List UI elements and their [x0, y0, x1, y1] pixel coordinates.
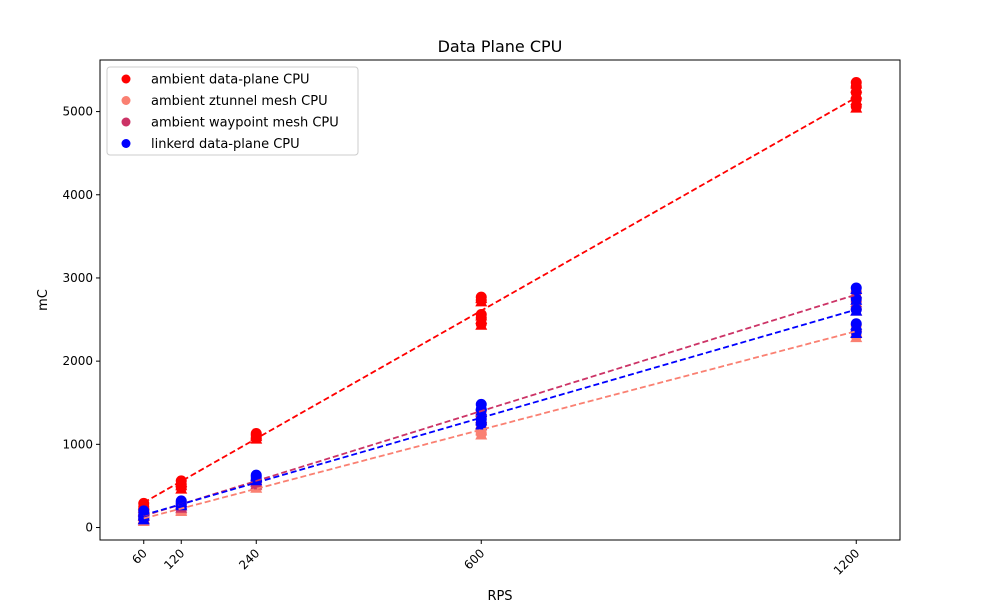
data-point-marker — [850, 87, 863, 99]
legend-label: ambient data-plane CPU — [151, 73, 310, 88]
trend-line — [143, 293, 857, 517]
data-point-marker — [250, 470, 263, 482]
y-axis-label: mC — [36, 289, 51, 311]
series-3 — [137, 282, 863, 525]
data-point-marker — [850, 101, 863, 113]
data-point-marker — [850, 282, 863, 294]
data-point-marker — [250, 428, 263, 440]
legend-marker — [121, 117, 131, 127]
legend-label: linkerd data-plane CPU — [151, 137, 300, 152]
legend-marker — [121, 96, 131, 105]
legend-marker — [121, 139, 131, 148]
data-point-marker — [475, 318, 488, 330]
y-tick-label: 2000 — [62, 354, 93, 368]
data-point-marker — [850, 318, 863, 330]
x-tick-label: 60 — [129, 546, 150, 567]
data-point-marker — [475, 292, 488, 304]
data-point-marker — [475, 399, 488, 411]
x-tick-label: 240 — [236, 546, 262, 572]
y-tick-label: 5000 — [62, 105, 93, 119]
x-tick-label: 120 — [161, 546, 187, 572]
trend-line — [143, 330, 857, 520]
y-tick-label: 3000 — [62, 271, 93, 285]
x-tick-label: 600 — [461, 546, 487, 572]
plot-frame — [99, 59, 901, 541]
legend-label: ambient ztunnel mesh CPU — [151, 94, 328, 109]
legend-marker — [121, 74, 131, 84]
legend-label: ambient waypoint mesh CPU — [151, 116, 339, 131]
y-tick-label: 4000 — [62, 188, 93, 202]
data-point-marker — [850, 293, 863, 305]
data-point-marker — [175, 475, 188, 487]
x-axis-label: RPS — [487, 589, 512, 600]
data-point-marker — [850, 94, 863, 106]
legend-box — [106, 66, 359, 156]
data-point-marker — [475, 414, 488, 426]
data-point-marker — [850, 327, 863, 339]
data-point-marker — [850, 77, 863, 89]
series-1 — [137, 319, 863, 527]
chart-title: Data Plane CPU — [438, 37, 563, 56]
trend-line — [143, 308, 857, 516]
data-point-marker — [475, 309, 488, 321]
y-tick-label: 0 — [85, 521, 93, 535]
trend-line — [143, 96, 857, 504]
y-tick-label: 1000 — [62, 437, 93, 451]
x-tick-label: 1200 — [831, 546, 862, 577]
